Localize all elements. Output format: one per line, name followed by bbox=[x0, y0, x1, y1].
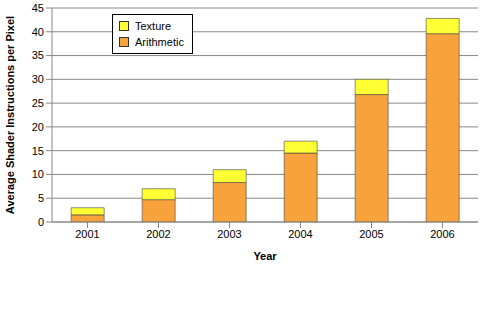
html-text:Texture: Texture bbox=[135, 20, 172, 32]
svg-text:35: 35 bbox=[32, 49, 44, 61]
svg-text:2004: 2004 bbox=[288, 228, 312, 240]
svg-text:5: 5 bbox=[38, 192, 44, 204]
svg-text:30: 30 bbox=[32, 73, 44, 85]
svg-text:2005: 2005 bbox=[359, 228, 383, 240]
html-text:Arithmetic: Arithmetic bbox=[135, 36, 184, 48]
svg-text:0: 0 bbox=[38, 216, 44, 228]
svg-text:20: 20 bbox=[32, 121, 44, 133]
svg-text:25: 25 bbox=[32, 97, 44, 109]
svg-text:45: 45 bbox=[32, 2, 44, 14]
svg-text:40: 40 bbox=[32, 26, 44, 38]
svg-text:10: 10 bbox=[32, 168, 44, 180]
svg-text:2002: 2002 bbox=[146, 228, 170, 240]
svg-text:2006: 2006 bbox=[430, 228, 454, 240]
svg-text:Year: Year bbox=[253, 250, 277, 262]
svg-text:15: 15 bbox=[32, 145, 44, 157]
svg-text:2003: 2003 bbox=[217, 228, 241, 240]
svg-text:2001: 2001 bbox=[75, 228, 99, 240]
svg-text:Average Shader Instructions pe: Average Shader Instructions per Pixel bbox=[8, 16, 16, 214]
